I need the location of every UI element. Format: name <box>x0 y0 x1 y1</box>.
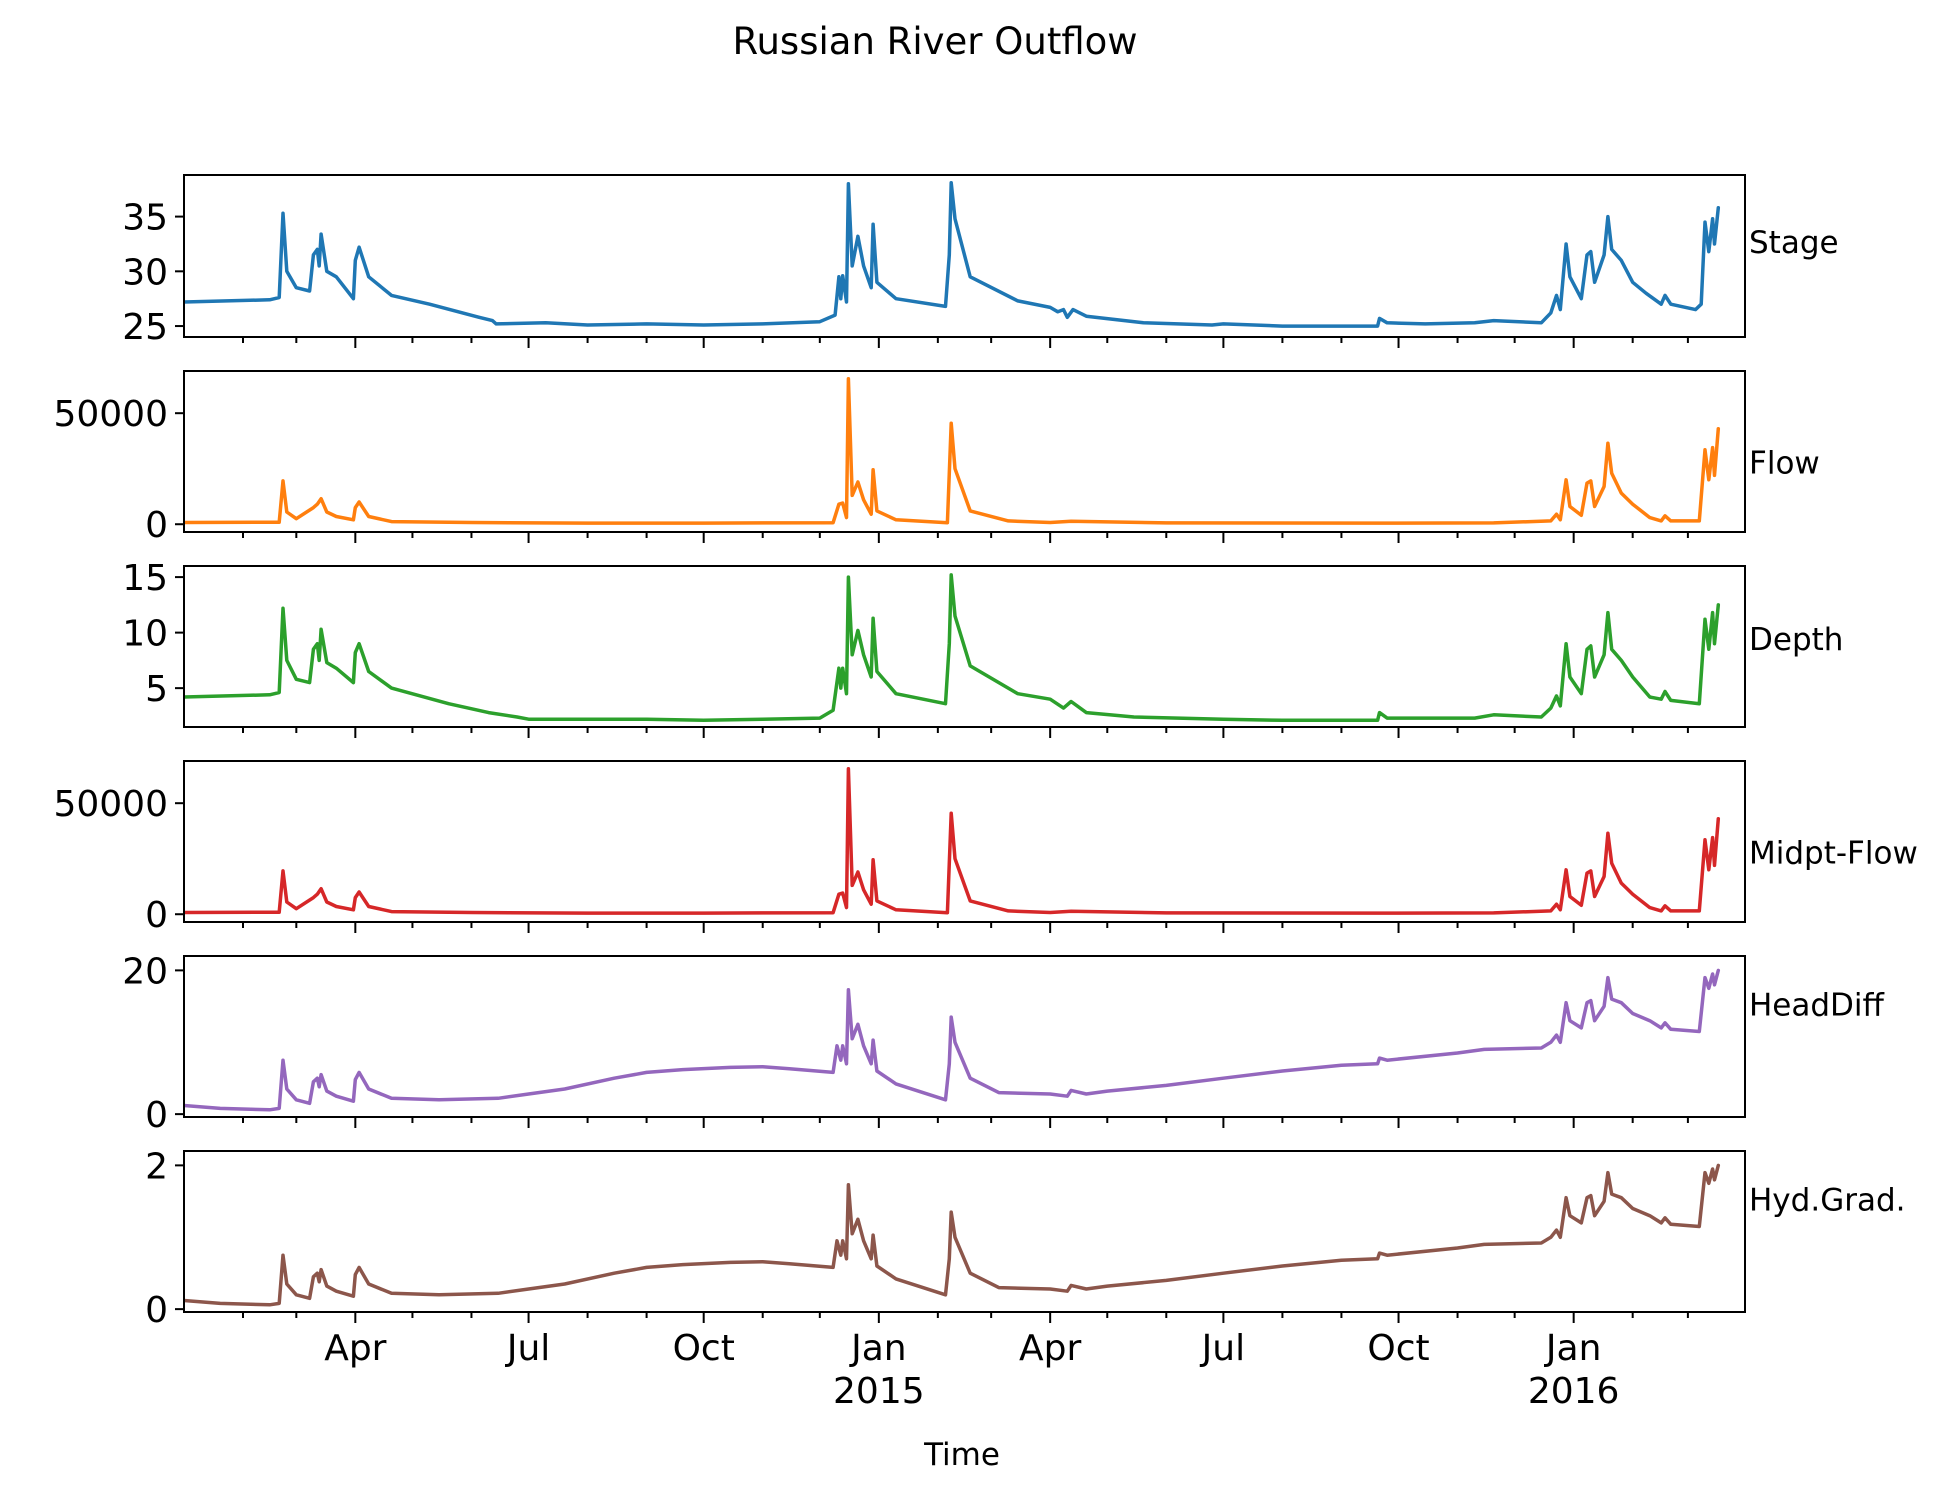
series-line <box>184 1163 1721 1307</box>
y-tick-label: 35 <box>122 198 168 239</box>
series-line <box>184 180 1721 328</box>
y-tick-label: 0 <box>145 1095 168 1136</box>
y-tick-label: 0 <box>145 505 168 546</box>
x-tick-label: Jan <box>1544 1328 1602 1369</box>
panel-flow: 0 50000 Flow <box>53 370 1820 546</box>
panels-group: 25 30 35 Stage 0 50000 Flow 5 10 15 Depth 0 50000 Mid… <box>53 174 1918 1331</box>
panel-frame <box>183 565 1746 728</box>
chart-title: Russian River Outflow <box>732 20 1137 63</box>
y-tick-label: 2 <box>145 1146 168 1187</box>
x-tick-year-label: 2016 <box>1528 1371 1620 1412</box>
y-tick-label: 0 <box>145 895 168 936</box>
panel-depth: 5 10 15 Depth <box>122 558 1843 738</box>
x-tick-label: Oct <box>673 1328 735 1369</box>
x-tick-label: Oct <box>1367 1328 1429 1369</box>
x-tick-label: Apr <box>1019 1328 1081 1369</box>
x-axis-label: Time <box>923 1437 1000 1473</box>
x-tick-label: Jul <box>505 1328 550 1369</box>
series-label: Midpt-Flow <box>1749 836 1918 872</box>
y-tick-label: 15 <box>122 558 168 599</box>
y-tick-label: 25 <box>122 307 168 348</box>
panel-headdiff: 0 20 HeadDiff <box>122 951 1884 1136</box>
series-label: Hyd.Grad. <box>1749 1182 1905 1218</box>
series-line <box>184 377 1721 525</box>
series-line <box>184 573 1721 723</box>
series-line <box>184 968 1721 1112</box>
x-tick-label: Apr <box>324 1328 386 1369</box>
y-tick-label: 30 <box>122 252 168 293</box>
panel-stage: 25 30 35 Stage <box>122 174 1839 348</box>
series-label: Flow <box>1749 446 1820 482</box>
x-tick-label: Jul <box>1200 1328 1245 1369</box>
panel-frame <box>183 760 1746 923</box>
panel-frame <box>183 955 1746 1118</box>
y-tick-label: 50000 <box>53 784 168 825</box>
panel-frame <box>183 370 1746 533</box>
series-line <box>184 767 1721 915</box>
x-tick-year-label: 2015 <box>833 1371 925 1412</box>
y-tick-label: 10 <box>122 614 168 655</box>
y-tick-label: 5 <box>145 669 168 710</box>
y-tick-label: 50000 <box>53 394 168 435</box>
panel-midpt-flow: 0 50000 Midpt-Flow <box>53 760 1918 936</box>
x-tick-label: Jan <box>849 1328 907 1369</box>
series-label: Stage <box>1749 225 1839 261</box>
panel-hyd-grad: 0 2 Hyd.Grad. <box>145 1146 1905 1331</box>
y-tick-label: 0 <box>145 1290 168 1331</box>
y-tick-label: 20 <box>122 951 168 992</box>
panel-frame <box>183 174 1746 338</box>
panel-frame <box>183 1150 1746 1313</box>
series-label: Depth <box>1749 622 1843 658</box>
series-label: HeadDiff <box>1749 987 1885 1023</box>
